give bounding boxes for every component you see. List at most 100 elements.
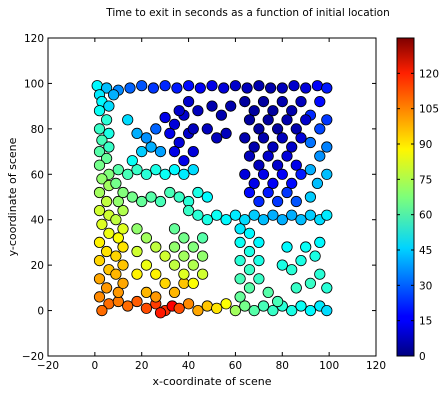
data-point [141,233,151,243]
data-point [101,246,111,256]
data-point [123,301,133,311]
data-point [123,169,133,179]
data-point [282,151,292,161]
data-point [235,237,245,247]
data-point [322,115,332,125]
data-point [249,210,259,220]
data-point [235,224,245,234]
data-point [322,142,332,152]
data-point [132,246,142,256]
data-point [179,169,189,179]
data-point [219,83,229,93]
data-point [244,246,254,256]
data-point [230,305,240,315]
data-point [141,303,151,313]
data-point [172,83,182,93]
data-point [282,115,292,125]
data-point [169,146,179,156]
data-point [258,215,268,225]
data-point [240,96,250,106]
data-point [148,83,158,93]
x-tick-label: 0 [92,360,99,372]
data-point [174,192,184,202]
x-tick-label: 120 [366,360,386,372]
data-point [101,283,111,293]
data-point [94,124,104,134]
data-point [230,81,240,91]
data-point [132,128,142,138]
data-point [244,228,254,238]
data-point [310,251,320,261]
data-point [94,106,104,116]
data-point [296,301,306,311]
data-point [254,81,264,91]
colorbar-tick-label: 60 [419,210,432,222]
data-point [244,115,254,125]
data-point [127,156,137,166]
data-point [202,301,212,311]
data-point [277,260,287,270]
data-point [169,242,179,252]
data-point [183,299,193,309]
data-point [151,165,161,175]
data-point [137,146,147,156]
data-point [151,124,161,134]
data-point [118,278,128,288]
data-point [179,233,189,243]
data-point [315,124,325,134]
data-point [193,210,203,220]
data-point [111,251,121,261]
data-point [296,255,306,265]
data-point [322,83,332,93]
data-point [188,278,198,288]
data-point [118,187,128,197]
data-point [258,169,268,179]
data-point [183,205,193,215]
y-tick-label: 100 [24,78,44,90]
data-point [141,287,151,297]
colorbar-tick-label: 30 [419,280,432,292]
data-point [155,308,165,318]
data-point [216,110,226,120]
data-point [282,187,292,197]
colorbar-tick-label: 45 [419,245,432,257]
data-point [305,165,315,175]
data-point [193,187,203,197]
data-point [305,210,315,220]
data-point [188,165,198,175]
data-point [155,146,165,156]
data-point [104,101,114,111]
data-point [197,269,207,279]
data-point [207,81,217,91]
data-point [94,237,104,247]
data-point [151,292,161,302]
data-point [322,210,332,220]
data-point [169,287,179,297]
data-point [169,165,179,175]
colorbar-tick-label: 15 [419,316,432,328]
data-point [141,169,151,179]
data-point [104,228,114,238]
x-tick-label: 80 [276,360,289,372]
data-point [287,210,297,220]
data-point [127,192,137,202]
x-tick-label: 60 [229,360,242,372]
y-tick-label: 0 [37,306,44,318]
data-point [188,260,198,270]
y-axis-label: y-coordinate of scene [6,137,19,256]
data-point [104,142,114,152]
data-point [101,115,111,125]
data-point [221,128,231,138]
data-point [118,260,128,270]
data-point [254,237,264,247]
data-point [240,133,250,143]
data-point [160,169,170,179]
data-point [212,133,222,143]
data-point [277,215,287,225]
data-point [111,215,121,225]
data-point [141,260,151,270]
data-point [179,269,189,279]
data-point [291,196,301,206]
data-point [254,274,264,284]
data-point [160,251,170,261]
